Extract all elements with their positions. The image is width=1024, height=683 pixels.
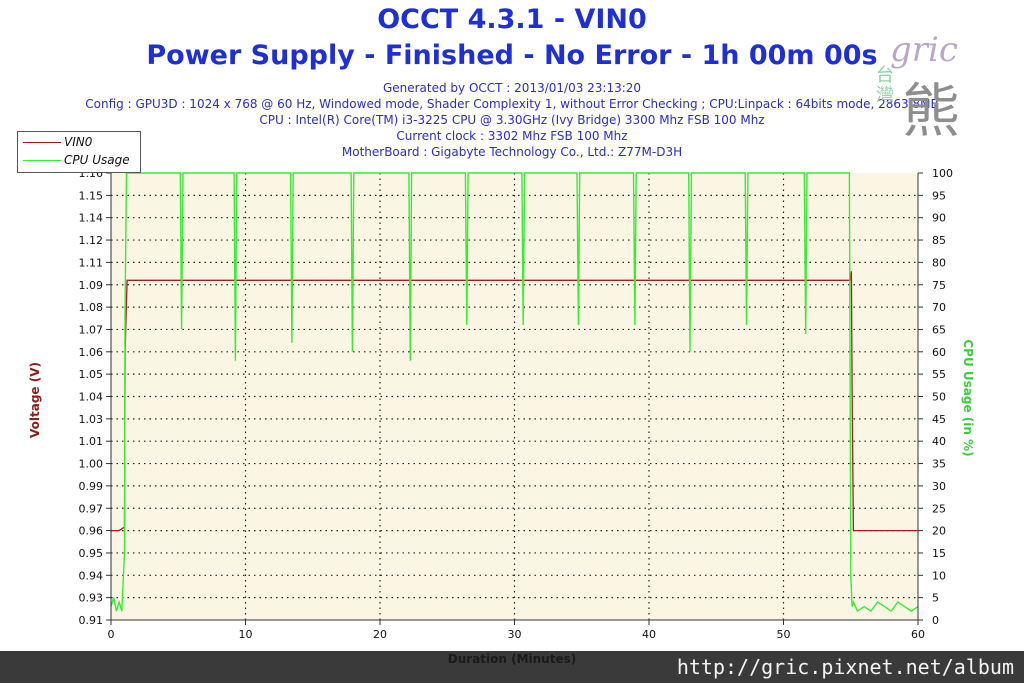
y2-tick-label: 10 [932,569,946,582]
watermark-mark: 熊 [902,77,961,145]
cpu-line: CPU : Intel(R) Core(TM) i3-3225 CPU @ 3.… [259,113,765,127]
chart-subtitle: Power Supply - Finished - No Error - 1h … [146,40,878,71]
x-tick-label: 0 [108,628,115,641]
footer-url: http://gric.pixnet.net/album [676,655,1014,679]
y-tick-label: 0.99 [79,480,104,493]
x-axis-label: Duration (Minutes) [447,652,577,666]
footer-bar: http://gric.pixnet.net/album [0,651,1024,683]
chart-svg: 0 10 20 30 40 50 600.910.930.940.950.960.970.9… [79,167,954,641]
y2-tick-label: 45 [932,413,946,426]
y2-tick-label: 95 [932,189,946,202]
chart-title: OCCT 4.3.1 - VIN0 [377,4,647,35]
y2-tick-label: 40 [932,435,946,448]
y2-tick-label: 100 [932,167,953,180]
y2-tick-label: 80 [932,256,946,269]
legend-item-vin0: VIN0 [18,134,138,152]
y2-tick-label: 0 [932,614,939,627]
y-tick-label: 0.97 [79,502,104,515]
y2-tick-label: 90 [932,212,946,225]
y2-tick-label: 15 [932,547,946,560]
y-tick-label: 1.15 [79,189,104,202]
y-tick-label: 1.01 [79,435,104,448]
config-line: Config : GPU3D : 1024 x 768 @ 60 Hz, Win… [85,97,939,111]
y-tick-label: 0.91 [79,614,104,627]
y-tick-label: 0.96 [79,525,104,538]
y2-tick-label: 70 [932,301,946,314]
x-tick-label: 40 [642,628,656,641]
legend-swatch-vin0 [23,142,61,143]
y-tick-label: 0.93 [79,592,104,605]
y-tick-label: 1.04 [79,391,104,404]
legend-label-vin0: VIN0 [64,135,93,149]
y2-axis-label: CPU Usage (in %) [961,339,975,457]
y-tick-label: 1.07 [79,323,104,336]
y-tick-label: 0.95 [79,547,104,560]
y2-tick-label: 85 [932,234,946,247]
generated-line: Generated by OCCT : 2013/01/03 23:13:20 [382,81,642,95]
y2-tick-label: 50 [932,391,946,404]
y-tick-label: 1.00 [79,458,104,471]
y-tick-label: 1.11 [79,256,104,269]
y-tick-label: 1.14 [79,212,104,225]
y-tick-label: 0.94 [79,569,104,582]
y-tick-label: 1.06 [79,346,104,359]
motherboard-line: MotherBoard : Gigabyte Technology Co., L… [341,145,683,159]
y2-tick-label: 30 [932,480,946,493]
legend-swatch-cpu [23,160,61,161]
watermark-vertical: 台 灣 [876,65,894,106]
y-axis-label: Voltage (V) [28,362,42,438]
x-tick-label: 50 [777,628,791,641]
x-tick-label: 30 [508,628,522,641]
y2-tick-label: 5 [932,592,939,605]
y-tick-label: 1.03 [79,413,104,426]
y2-tick-label: 20 [932,525,946,538]
y-tick-label: 1.12 [79,234,104,247]
y2-tick-label: 75 [932,279,946,292]
y2-tick-label: 55 [932,368,946,381]
watermark-logo: gric 台 灣 熊 [872,28,1002,145]
clock-line: Current clock : 3302 Mhz FSB 100 Mhz [396,129,628,143]
chart-legend: VIN0 CPU Usage [17,131,141,173]
y-tick-label: 1.09 [79,279,104,292]
x-tick-label: 20 [373,628,387,641]
y-tick-label: 1.08 [79,301,104,314]
y-tick-label: 1.05 [79,368,104,381]
legend-label-cpu: CPU Usage [64,153,130,167]
legend-item-cpu: CPU Usage [18,152,138,170]
x-tick-label: 10 [239,628,253,641]
watermark-text: gric [890,30,958,70]
x-tick-label: 60 [911,628,925,641]
y2-tick-label: 35 [932,458,946,471]
y2-tick-label: 60 [932,346,946,359]
y2-tick-label: 25 [932,502,946,515]
series-cpu-usage [110,172,919,613]
series-vin0 [111,271,918,532]
y2-tick-label: 65 [932,323,946,336]
